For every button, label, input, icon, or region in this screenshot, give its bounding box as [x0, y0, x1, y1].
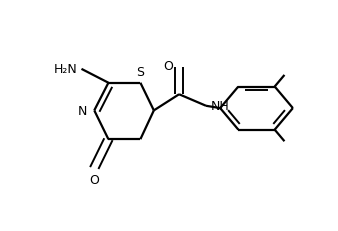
Text: NH: NH: [211, 99, 230, 112]
Text: S: S: [137, 65, 144, 78]
Text: O: O: [163, 60, 173, 73]
Text: H₂N: H₂N: [54, 63, 77, 76]
Text: N: N: [78, 104, 88, 117]
Text: O: O: [89, 173, 99, 186]
